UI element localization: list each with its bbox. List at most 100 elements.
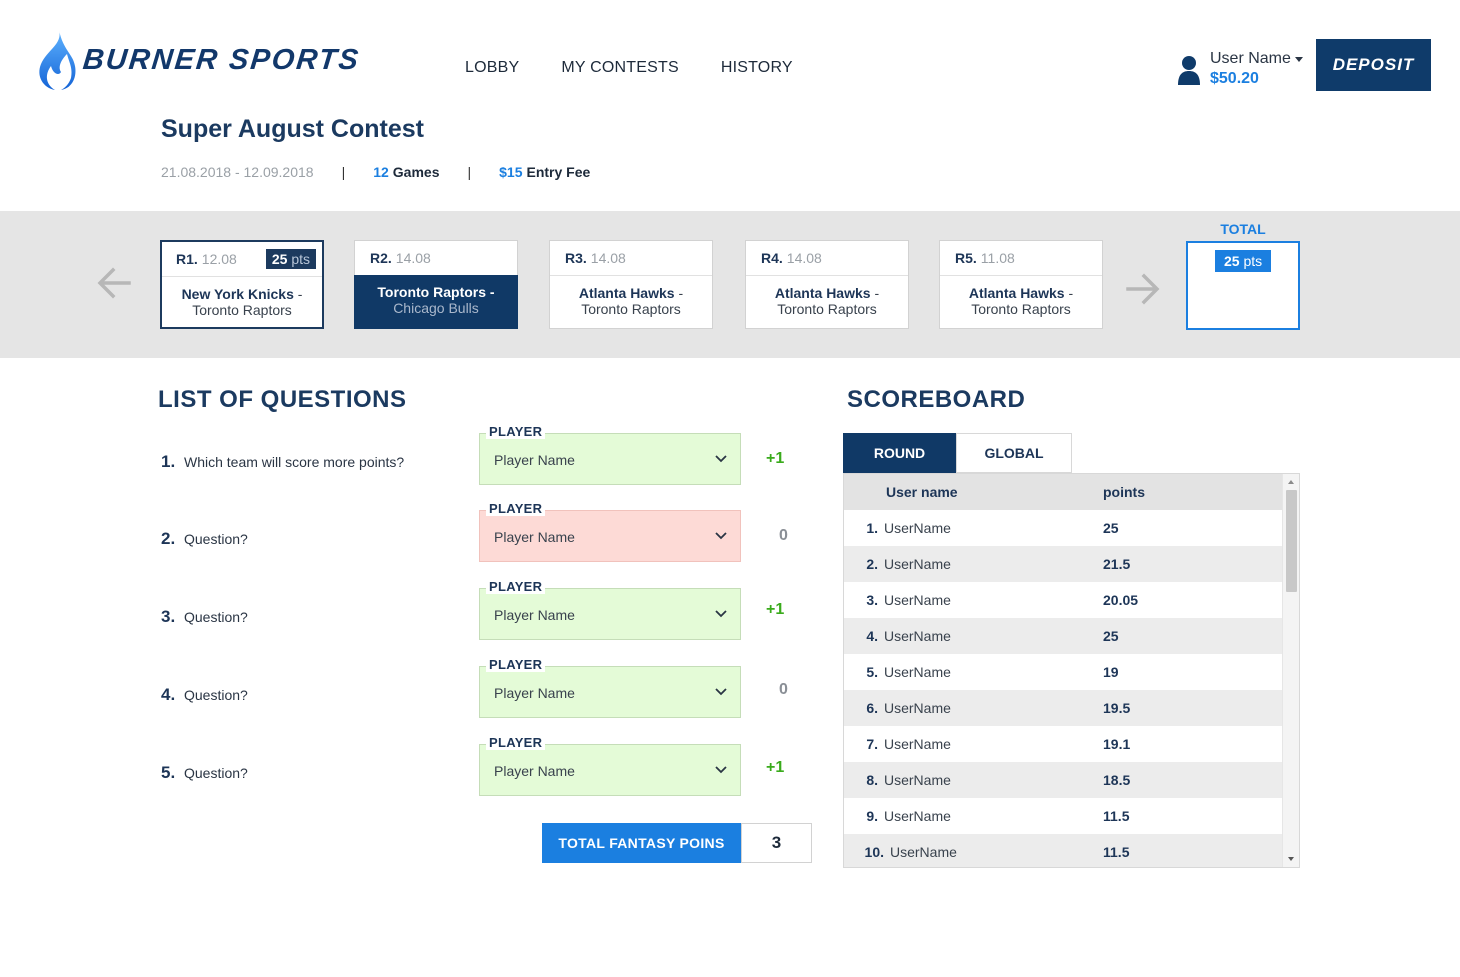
- total-fantasy-points-button[interactable]: TOTAL FANTASY POINS: [542, 823, 741, 863]
- round-team-2: Toronto Raptors: [777, 301, 877, 317]
- rank: 1.: [866, 520, 878, 536]
- round-id: R5.: [955, 250, 977, 266]
- tab-global[interactable]: GLOBAL: [956, 433, 1072, 473]
- scoreboard-tabs: ROUND GLOBAL: [843, 433, 1072, 473]
- question-text: Question?: [184, 609, 248, 625]
- round-date: 11.08: [980, 250, 1015, 266]
- rounds-carousel: R1. 12.08 25 pts New York Knicks - Toront…: [0, 211, 1460, 358]
- user-icon: [1178, 56, 1200, 85]
- points-unit: pts: [291, 251, 310, 267]
- total-label: TOTAL: [1220, 221, 1266, 237]
- team-separator: -: [1064, 285, 1074, 301]
- round-card-r4[interactable]: R4. 14.08 Atlanta Hawks - Toronto Raptors: [745, 240, 909, 329]
- username: UserName: [884, 628, 951, 644]
- scrollbar-thumb[interactable]: [1286, 490, 1297, 592]
- username: UserName: [890, 844, 957, 860]
- round-date: 14.08: [786, 250, 822, 266]
- field-label: PLAYER: [486, 501, 546, 516]
- team-separator: -: [486, 284, 495, 300]
- player-select[interactable]: PLAYER Player Name: [479, 735, 741, 796]
- username: UserName: [884, 772, 951, 788]
- nav-my-contests[interactable]: MY CONTESTS: [561, 59, 679, 76]
- question-score: 0: [779, 681, 788, 698]
- rank: 9.: [866, 808, 878, 824]
- selected-value: Player Name: [494, 529, 575, 545]
- scroll-down-icon[interactable]: [1288, 857, 1294, 861]
- question-number: 3.: [161, 607, 176, 626]
- question-number: 1.: [161, 452, 176, 471]
- chevron-down-icon: [715, 688, 727, 696]
- round-points-badge: 25 pts: [265, 249, 316, 269]
- player-select[interactable]: PLAYER Player Name: [479, 501, 741, 562]
- scoreboard-table: User name points 1. UserName 25 2. UserName…: [843, 473, 1300, 868]
- contest-title: Super August Contest: [161, 115, 424, 143]
- player-select[interactable]: PLAYER Player Name: [479, 579, 741, 640]
- question-text: Question?: [184, 765, 248, 781]
- table-header: User name points: [844, 474, 1282, 510]
- main-nav: LOBBY MY CONTESTS HISTORY: [465, 59, 793, 77]
- user-name-dropdown[interactable]: User Name: [1210, 50, 1303, 68]
- selected-value: Player Name: [494, 607, 575, 623]
- table-row: 6. UserName 19.5: [844, 690, 1282, 726]
- nav-history[interactable]: HISTORY: [720, 59, 793, 76]
- scroll-up-icon[interactable]: [1288, 480, 1294, 484]
- question-number: 2.: [161, 529, 176, 548]
- table-row: 3. UserName 20.05: [844, 582, 1282, 618]
- deposit-button[interactable]: DEPOSIT: [1316, 39, 1431, 91]
- chevron-down-icon: [715, 766, 727, 774]
- username: UserName: [884, 664, 951, 680]
- question-number: 4.: [161, 685, 176, 704]
- entry-fee-label: Entry Fee: [526, 164, 591, 180]
- chevron-down-icon: [715, 532, 727, 540]
- points: 19: [1103, 664, 1119, 680]
- table-row: 1. UserName 25: [844, 510, 1282, 546]
- round-card-r3[interactable]: R3. 14.08 Atlanta Hawks - Toronto Raptors: [549, 240, 713, 329]
- rank: 2.: [866, 556, 878, 572]
- round-card-r2[interactable]: R2. 14.08 Toronto Raptors - Chicago Bulls: [354, 240, 518, 329]
- brand-logo[interactable]: BURNER SPORTS: [33, 28, 362, 92]
- team-separator: -: [674, 285, 684, 301]
- table-row: 8. UserName 18.5: [844, 762, 1282, 798]
- total-fantasy-points-value: 3: [741, 823, 812, 863]
- player-select[interactable]: PLAYER Player Name: [479, 424, 741, 485]
- scrollbar[interactable]: [1282, 474, 1299, 867]
- username: UserName: [884, 592, 951, 608]
- question-row: 3. Question? PLAYER Player Name +1: [161, 579, 811, 640]
- selected-value: Player Name: [494, 685, 575, 701]
- player-select[interactable]: PLAYER Player Name: [479, 657, 741, 718]
- username: UserName: [884, 520, 951, 536]
- round-points: 25: [271, 251, 288, 267]
- username: UserName: [884, 700, 951, 716]
- question-number: 5.: [161, 763, 176, 782]
- arrow-right-icon[interactable]: [1124, 270, 1162, 308]
- games-count: 12: [373, 164, 389, 180]
- points: 18.5: [1103, 772, 1131, 788]
- column-header-username: User name: [886, 484, 958, 500]
- question-row: 1. Which team will score more points? PLA…: [161, 424, 811, 485]
- rank: 3.: [866, 592, 878, 608]
- chevron-down-icon: [715, 455, 727, 463]
- round-card-r5[interactable]: R5. 11.08 Atlanta Hawks - Toronto Raptors: [939, 240, 1103, 329]
- arrow-left-icon[interactable]: [95, 264, 133, 302]
- round-id: R3.: [565, 250, 587, 266]
- table-row: 5. UserName 19: [844, 654, 1282, 690]
- round-team-2: Chicago Bulls: [393, 300, 479, 316]
- question-score: +1: [766, 601, 785, 618]
- table-row: 9. UserName 11.5: [844, 798, 1282, 834]
- round-card-r1[interactable]: R1. 12.08 25 pts New York Knicks - Toront…: [160, 240, 324, 329]
- table-row: 2. UserName 21.5: [844, 546, 1282, 582]
- user-menu[interactable]: User Name $50.20: [1178, 50, 1303, 88]
- total-points-badge: 25 pts: [1215, 250, 1272, 272]
- tab-round[interactable]: ROUND: [843, 433, 956, 473]
- question-row: 4. Question? PLAYER Player Name 0: [161, 657, 811, 718]
- rank: 8.: [866, 772, 878, 788]
- round-team-1: Atlanta Hawks: [968, 285, 1065, 301]
- nav-lobby[interactable]: LOBBY: [465, 59, 520, 76]
- caret-down-icon: [1294, 56, 1303, 62]
- rank: 7.: [866, 736, 878, 752]
- table-row: 4. UserName 25: [844, 618, 1282, 654]
- question-text: Question?: [184, 531, 248, 547]
- table-row: 10. UserName 11.5: [844, 834, 1282, 867]
- round-id: R2.: [370, 250, 392, 266]
- points: 21.5: [1103, 556, 1131, 572]
